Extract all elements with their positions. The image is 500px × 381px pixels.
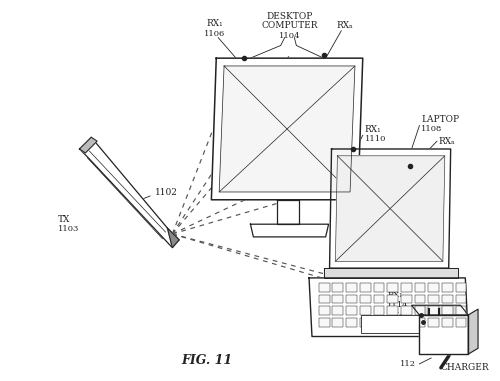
Polygon shape: [330, 149, 450, 268]
Bar: [346, 283, 357, 291]
Bar: [360, 295, 370, 303]
Bar: [346, 306, 357, 315]
Bar: [346, 295, 357, 303]
Bar: [428, 283, 439, 291]
Bar: [387, 283, 398, 291]
Polygon shape: [212, 58, 363, 200]
Text: RX₁: RX₁: [206, 19, 222, 29]
Bar: [456, 283, 466, 291]
Polygon shape: [219, 66, 355, 192]
Text: 1102: 1102: [154, 189, 178, 197]
Polygon shape: [80, 137, 179, 248]
Bar: [374, 318, 384, 327]
Bar: [332, 283, 343, 291]
Bar: [456, 306, 466, 315]
Bar: [428, 306, 439, 315]
Bar: [442, 295, 452, 303]
Bar: [332, 318, 343, 327]
Text: RXₙ: RXₙ: [439, 137, 456, 146]
Text: FIG. 11: FIG. 11: [181, 354, 232, 367]
Text: 1114: 1114: [387, 301, 409, 309]
Bar: [360, 306, 370, 315]
Bar: [414, 318, 426, 327]
Text: 1106: 1106: [204, 30, 225, 38]
Bar: [361, 315, 420, 333]
Bar: [401, 295, 411, 303]
Text: 1108: 1108: [422, 125, 442, 133]
Text: RX₁: RX₁: [387, 291, 402, 299]
Text: TX: TX: [58, 215, 70, 224]
Polygon shape: [168, 228, 179, 248]
Bar: [374, 306, 384, 315]
Bar: [387, 306, 398, 315]
Bar: [360, 318, 370, 327]
Bar: [456, 318, 466, 327]
Text: 112: 112: [400, 360, 416, 368]
Polygon shape: [309, 278, 468, 336]
Bar: [442, 306, 452, 315]
Bar: [401, 318, 411, 327]
Bar: [319, 318, 330, 327]
Bar: [428, 318, 439, 327]
Polygon shape: [80, 137, 97, 153]
Polygon shape: [277, 200, 299, 224]
Bar: [414, 295, 426, 303]
Bar: [332, 295, 343, 303]
Text: 1103: 1103: [58, 225, 80, 233]
Text: RX₁: RX₁: [364, 125, 382, 134]
Polygon shape: [420, 315, 468, 354]
Bar: [319, 306, 330, 315]
Text: LAPTOP: LAPTOP: [422, 115, 460, 124]
Polygon shape: [412, 305, 468, 315]
Text: CHARGER: CHARGER: [441, 363, 490, 372]
Polygon shape: [250, 224, 328, 237]
Bar: [401, 306, 411, 315]
Bar: [414, 283, 426, 291]
Text: RXₙ: RXₙ: [387, 311, 403, 319]
Text: 1110: 1110: [364, 135, 386, 143]
Bar: [374, 295, 384, 303]
Bar: [442, 283, 452, 291]
Text: DESKTOP: DESKTOP: [266, 12, 312, 21]
Polygon shape: [324, 268, 458, 278]
Bar: [374, 283, 384, 291]
Bar: [401, 283, 411, 291]
Polygon shape: [336, 156, 445, 261]
Bar: [414, 306, 426, 315]
Bar: [346, 318, 357, 327]
Text: COMPUTER: COMPUTER: [262, 21, 318, 30]
Bar: [387, 295, 398, 303]
Bar: [442, 318, 452, 327]
Bar: [428, 295, 439, 303]
Polygon shape: [468, 309, 478, 354]
Bar: [319, 295, 330, 303]
Text: 1104: 1104: [279, 32, 300, 40]
Bar: [332, 306, 343, 315]
Bar: [319, 283, 330, 291]
Text: RXₙ: RXₙ: [336, 21, 353, 30]
Bar: [387, 318, 398, 327]
Bar: [456, 295, 466, 303]
Bar: [360, 283, 370, 291]
